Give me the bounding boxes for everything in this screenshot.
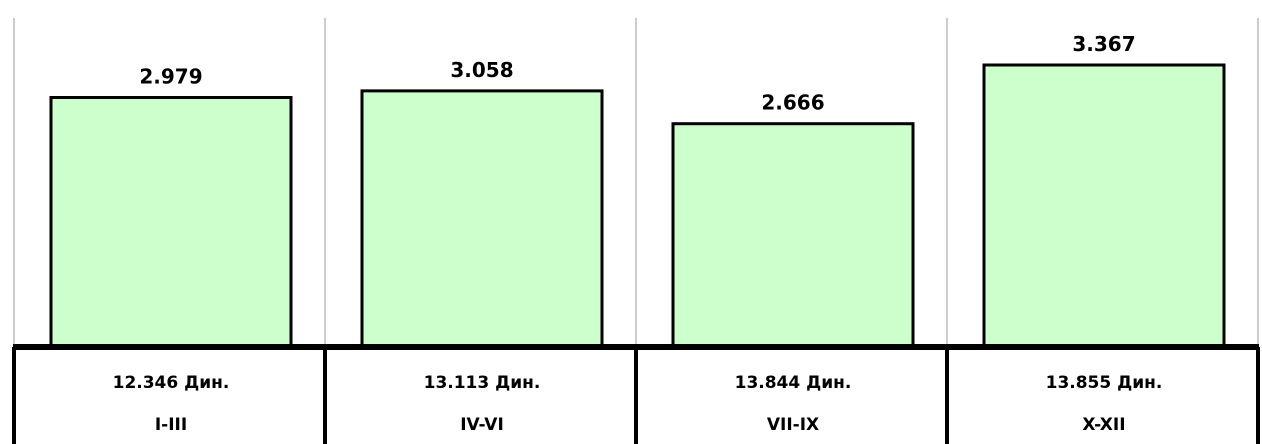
bar — [671, 122, 915, 349]
secondary-label: 13.844 Дин. — [735, 373, 852, 393]
bar-value-label: 2.979 — [139, 64, 202, 88]
bar — [982, 63, 1226, 349]
category-label: X-XII — [1082, 415, 1125, 435]
secondary-label: 13.855 Дин. — [1046, 373, 1163, 393]
category-label: I-III — [155, 415, 187, 435]
secondary-label: 12.346 Дин. — [113, 373, 230, 393]
bar-value-label: 3.058 — [450, 58, 513, 82]
bar — [49, 95, 293, 349]
bar-value-label: 3.367 — [1072, 32, 1135, 56]
category-label: IV-VI — [460, 415, 504, 435]
secondary-label: 13.113 Дин. — [424, 373, 541, 393]
category-label: VII-IX — [767, 415, 819, 435]
bar — [360, 89, 604, 349]
bar-value-label: 2.666 — [761, 91, 824, 115]
